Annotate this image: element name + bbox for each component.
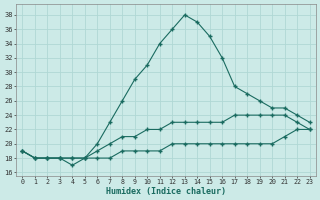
X-axis label: Humidex (Indice chaleur): Humidex (Indice chaleur): [106, 187, 226, 196]
